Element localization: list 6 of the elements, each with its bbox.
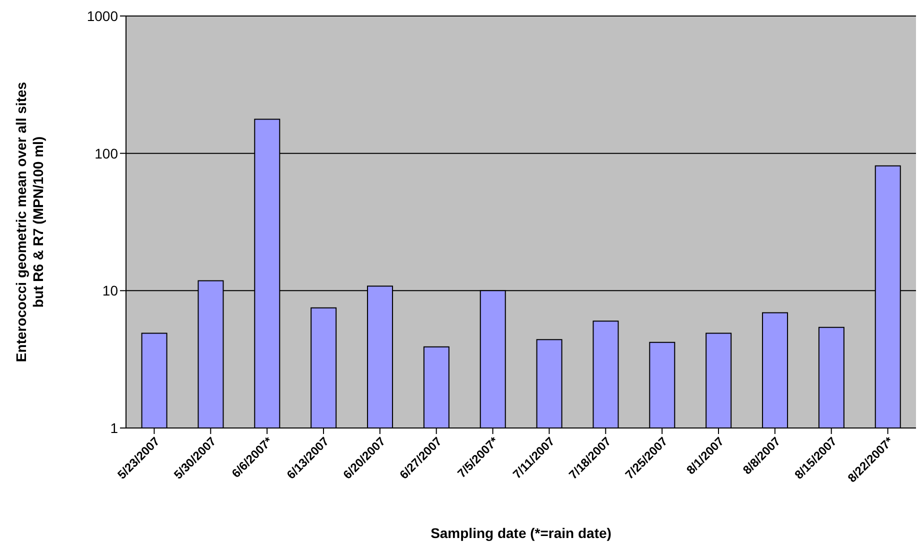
y-tick-label: 1 [110, 420, 118, 436]
y-axis-title: Enterococci geometric mean over all sites but R6 & R7 (MPN/100 ml) [13, 82, 46, 362]
y-tick-label: 100 [94, 145, 118, 162]
y-tick-label: 1000 [86, 8, 118, 24]
x-axis-title: Sampling date (*=rain date) [430, 525, 612, 541]
y-tick-label: 10 [102, 282, 118, 299]
